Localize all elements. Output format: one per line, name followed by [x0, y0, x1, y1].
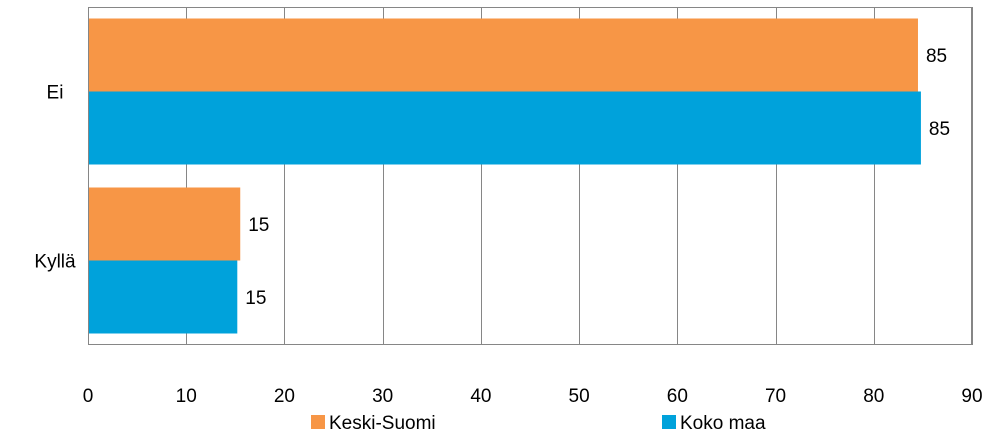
bar-keski-suomi-kyll- [88, 187, 241, 261]
bars [88, 18, 921, 334]
plot-border [88, 7, 972, 345]
x-tick-label-90: 90 [961, 386, 982, 407]
data-label-koko-maa-kyll-: 15 [245, 288, 266, 309]
bar-koko-maa-ei [88, 91, 921, 165]
legend: Keski-Suomi Koko maa [311, 413, 766, 434]
x-tick-label-70: 70 [765, 386, 786, 407]
x-tick-label-30: 30 [372, 386, 393, 407]
legend-label-koko-maa: Koko maa [680, 413, 766, 434]
x-tick-label-50: 50 [569, 386, 590, 407]
data-label-koko-maa-ei: 85 [929, 119, 950, 140]
x-tick-label-80: 80 [863, 386, 884, 407]
data-label-keski-suomi-kyll-: 15 [248, 215, 269, 236]
bar-koko-maa-kyll- [88, 260, 238, 334]
plot-frame [88, 7, 972, 345]
legend-swatch-koko-maa [662, 415, 676, 429]
x-tick-label-10: 10 [176, 386, 197, 407]
category-label-0: Ei [47, 83, 64, 104]
legend-label-keski-suomi: Keski-Suomi [329, 413, 436, 434]
bar-keski-suomi-ei [88, 18, 918, 92]
legend-swatch-keski-suomi [311, 415, 325, 429]
labels: 85 85 Ei 15 15 Kyllä 0 10 20 30 40 50 60 70 80 90 [34, 46, 982, 407]
x-tick-label-60: 60 [667, 386, 688, 407]
x-tick-label-0: 0 [83, 386, 94, 407]
x-tick-label-40: 40 [470, 386, 491, 407]
category-label-1: Kyllä [34, 252, 76, 273]
data-label-keski-suomi-ei: 85 [926, 46, 947, 67]
x-tick-label-20: 20 [274, 386, 295, 407]
